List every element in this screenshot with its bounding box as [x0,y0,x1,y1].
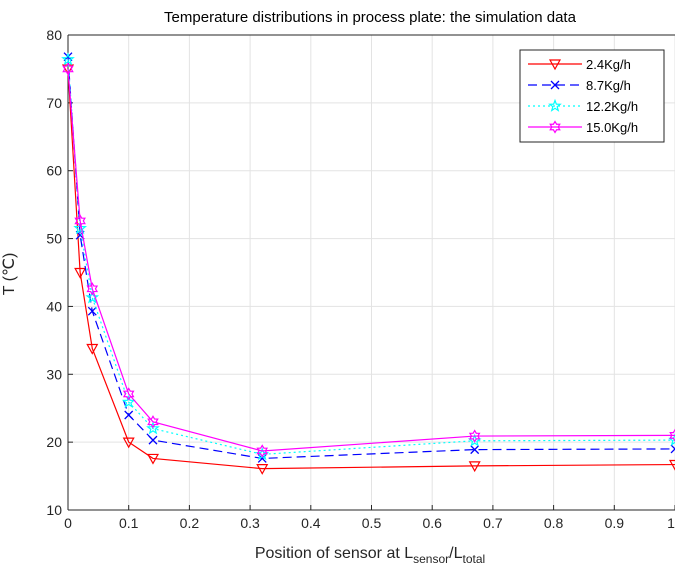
x-tick-label-5: 0.5 [362,515,382,531]
series-3-point-1 [74,214,86,228]
series-line-1 [67,56,675,460]
legend-marker-0 [548,59,562,71]
chart-title: Temperature distributions in process pla… [164,9,577,26]
series-line-3 [67,68,675,452]
series-1-point-3 [124,410,134,420]
series-3-point-2 [86,282,99,296]
x-axis-label-sub2: total [463,552,486,566]
x-tick-label-8: 0.8 [544,515,564,531]
y-tick-label-6: 70 [46,95,62,111]
y-tick-label-1: 20 [46,434,62,450]
x-tick-label-10: 1 [667,515,675,531]
series-2-point-3 [121,394,136,408]
series-0-point-1 [74,267,87,279]
series-0-point-4 [146,453,159,465]
x-tick-label-9: 0.9 [605,515,625,531]
series-2-point-4 [146,421,160,435]
series-0-point-3 [122,437,135,449]
legend-label-2: 12.2Kg/h [586,99,638,114]
legend-label-3: 15.0Kg/h [586,120,638,135]
series-line-0 [67,68,675,470]
legend: 2.4Kg/h 8.7Kg/h 12.2Kg/h 15.0Kg/h [519,49,665,143]
y-tick-label-0: 10 [46,502,62,518]
series-3-point-6 [468,429,481,443]
series-2-point-0 [61,52,75,66]
series-1-point-7 [670,444,675,454]
x-axis-label-sub1: sensor [413,552,449,566]
legend-label-1: 8.7Kg/h [586,78,631,93]
series-line-2 [67,59,675,455]
x-tick-label-2: 0.2 [180,515,200,531]
series-3-point-4 [147,415,159,429]
x-tick-label-7: 0.7 [483,515,503,531]
series-2-point-1 [73,221,88,235]
y-tick-label-2: 30 [46,366,62,382]
x-axis-label-prefix: Position of sensor at L [255,545,413,562]
x-tick-label-4: 0.4 [301,515,321,531]
x-axis-label-mid: /L [449,545,462,562]
series-3-point-3 [122,387,135,401]
series-0-point-7 [668,459,675,471]
series-layer [61,52,675,475]
x-tick-label-3: 0.3 [240,515,260,531]
series-3 [62,62,675,458]
series-0-point-5 [256,464,269,475]
legend-marker-1 [550,80,560,90]
x-tick-label-6: 0.6 [422,515,442,531]
series-0-point-6 [468,461,481,473]
series-1-point-6 [470,445,480,455]
x-tick-label-0: 0 [64,515,72,531]
series-3-point-7 [669,428,675,443]
y-tick-label-3: 40 [46,298,62,314]
series-3-point-0 [62,62,74,76]
series-1-point-2 [87,306,97,316]
x-axis-label: Position of sensor at Lsensor/Ltotal [255,545,485,566]
x-tick-label-1: 0.1 [119,515,139,531]
legend-marker-3 [549,120,561,134]
y-tick-label-4: 50 [46,231,62,247]
legend-marker-2 [548,98,562,112]
series-1-point-4 [148,435,158,445]
y-axis-label: T (℃) [1,253,18,296]
series-3-point-5 [256,444,269,458]
axes [67,34,675,511]
series-0-point-2 [86,343,99,355]
y-tick-label-7: 80 [46,27,62,43]
y-tick-label-5: 60 [46,163,62,179]
tick-labels: 0 0.1 0.2 0.3 0.4 0.5 0.6 0.7 0.8 0.9 1 10 20 30 40 50 6… [46,27,675,531]
series-2-point-2 [85,290,100,304]
series-0 [61,64,675,475]
legend-label-0: 2.4Kg/h [586,57,631,72]
